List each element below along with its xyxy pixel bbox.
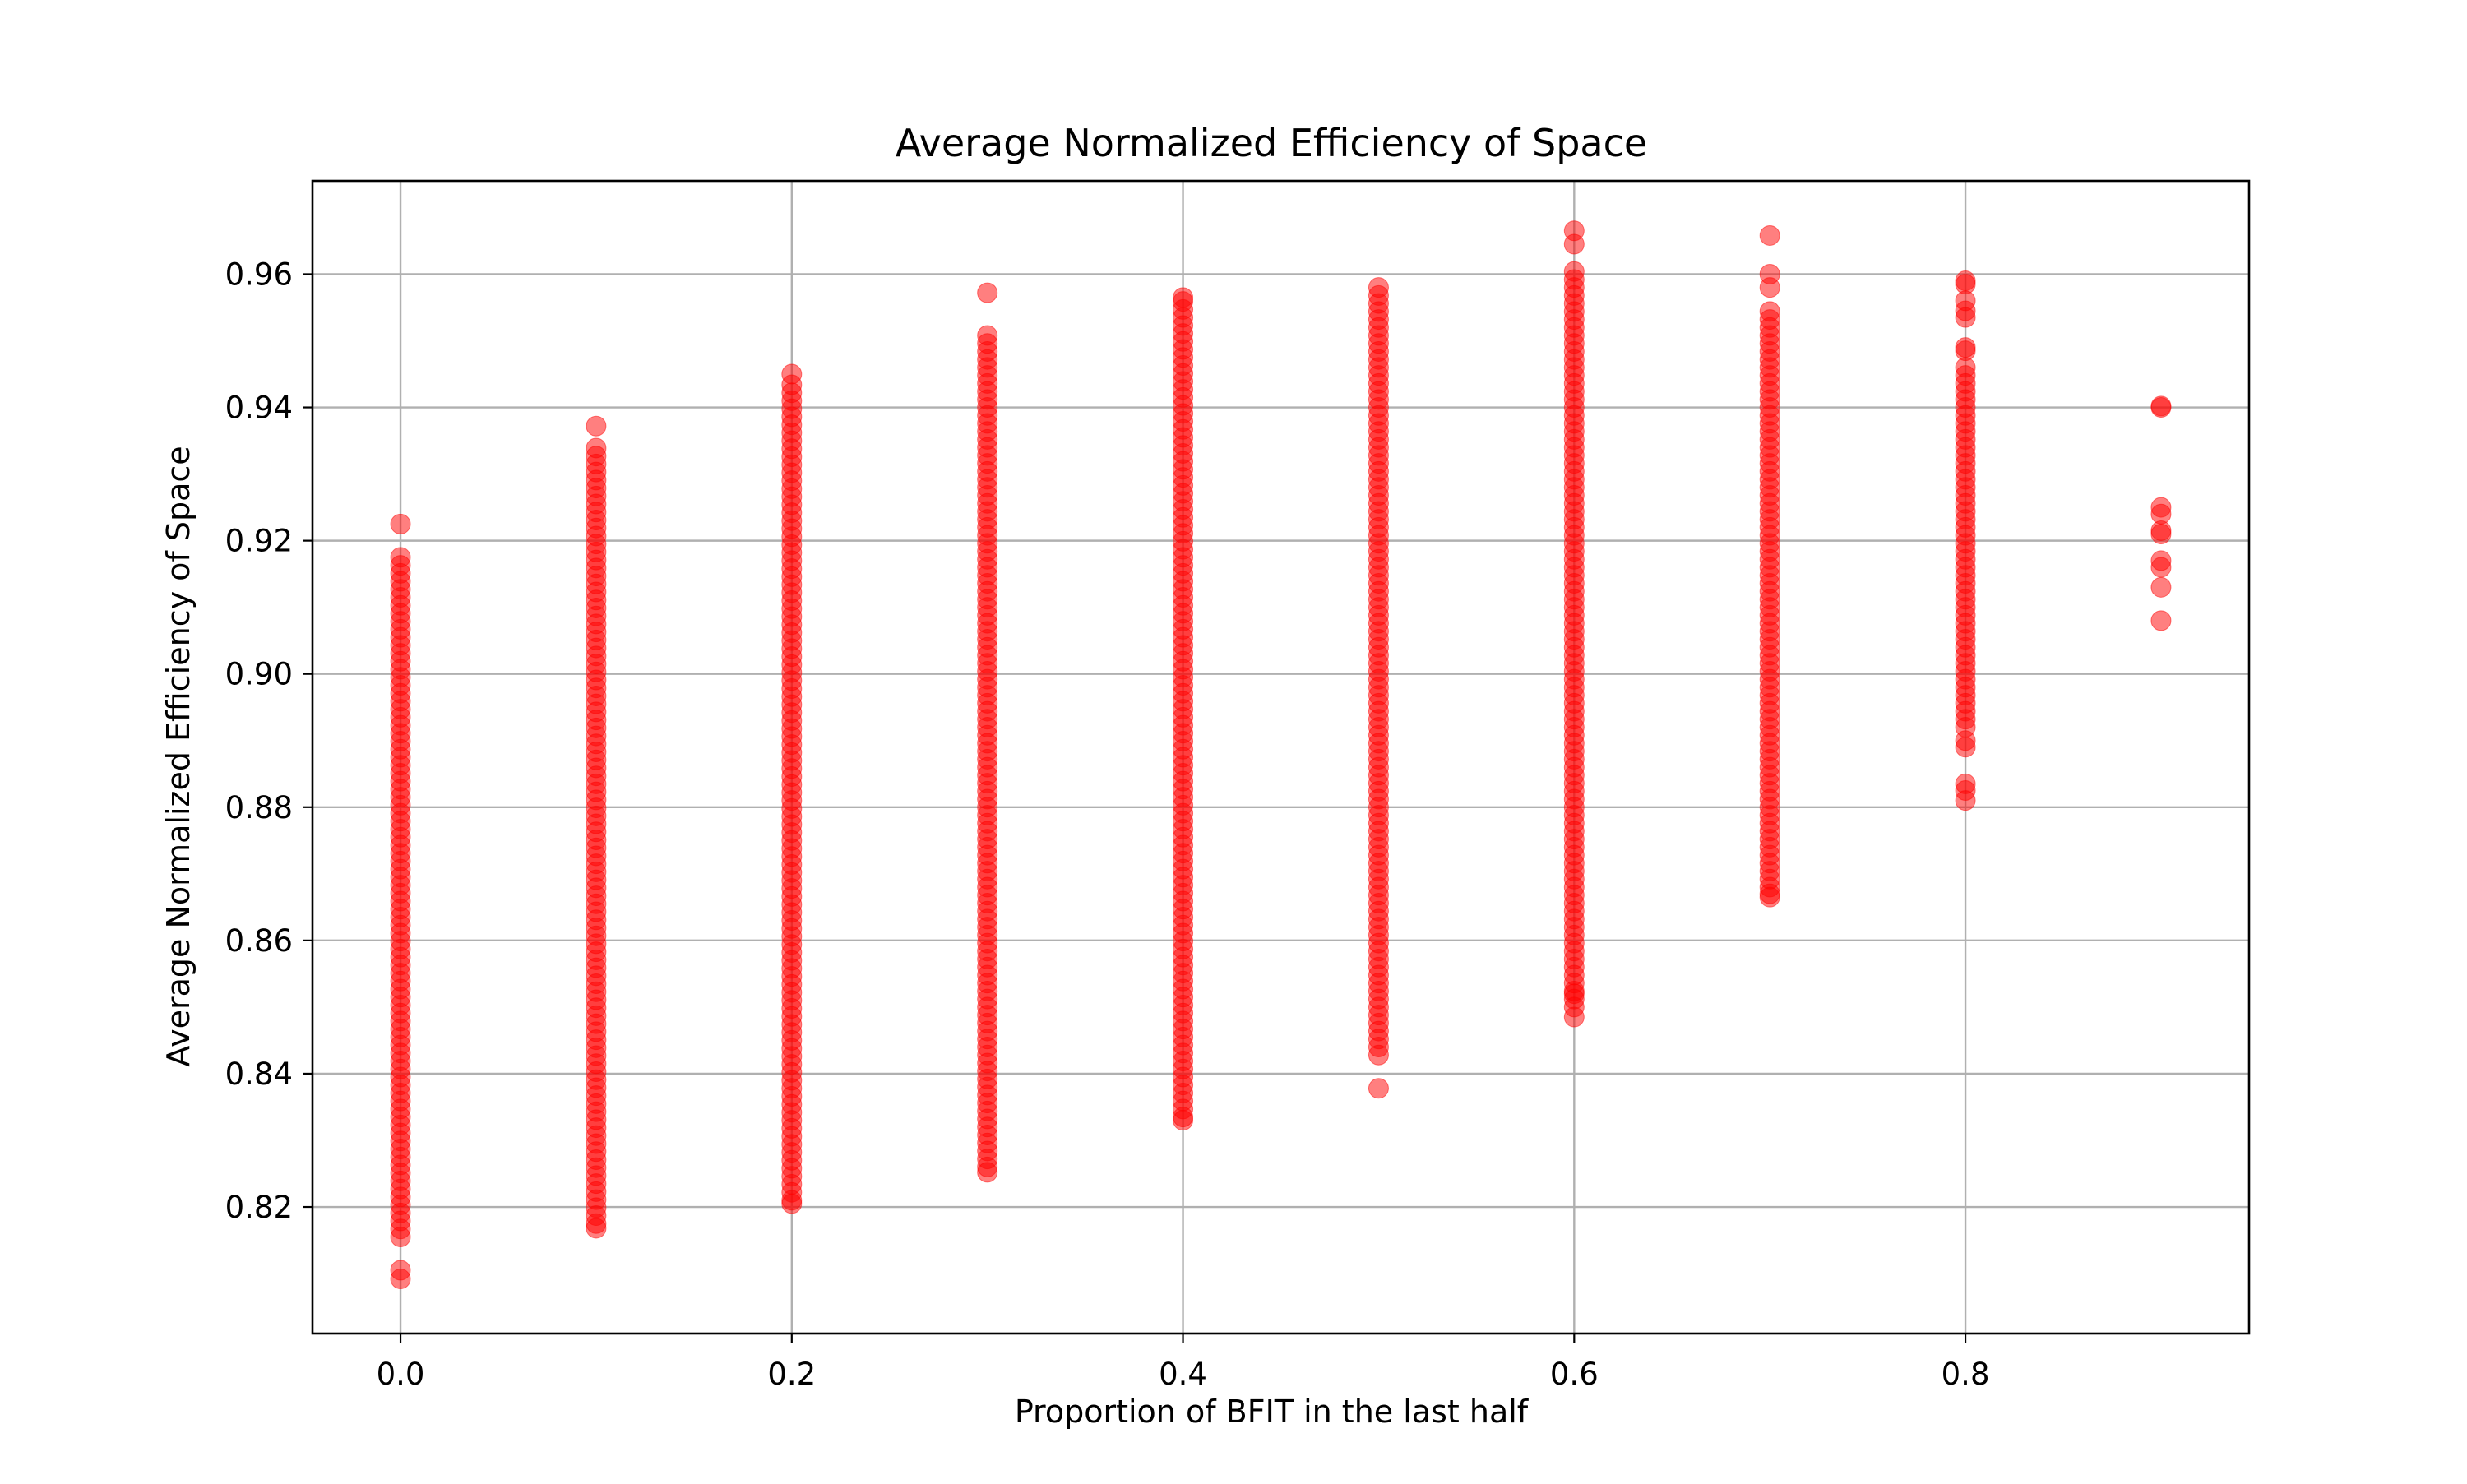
chart-title: Average Normalized Efficiency of Space [896, 121, 1647, 165]
y-tick-label: 0.88 [225, 790, 293, 825]
data-point [390, 547, 411, 568]
x-tick-label: 0.8 [1942, 1357, 1990, 1392]
data-point [1955, 773, 1976, 794]
data-point [1759, 301, 1780, 322]
data-point [1955, 337, 1976, 358]
data-point [1955, 270, 1976, 292]
data-point [977, 1162, 998, 1183]
data-point [781, 363, 803, 385]
data-point [586, 415, 607, 437]
data-point [781, 1193, 803, 1214]
data-point [2150, 610, 2172, 631]
data-point [1563, 1006, 1585, 1028]
data-point [586, 437, 607, 459]
data-point [1759, 224, 1780, 246]
plot-frame [311, 179, 2251, 1335]
data-point [977, 282, 998, 303]
y-tick-label: 0.86 [225, 923, 293, 959]
points-layer [390, 220, 2172, 1290]
data-point [586, 1218, 607, 1239]
data-point [977, 325, 998, 346]
data-point [1759, 883, 1780, 904]
data-point [1563, 220, 1585, 242]
x-tick-label: 0.2 [767, 1357, 816, 1392]
y-tick-label: 0.96 [225, 257, 293, 292]
data-point [2150, 550, 2172, 571]
x-tick-label: 0.0 [377, 1357, 425, 1392]
y-tick-label: 0.82 [225, 1190, 293, 1225]
data-point [1955, 730, 1976, 751]
data-point [390, 1260, 411, 1281]
data-point [1173, 1110, 1194, 1131]
ticks-layer: 0.0 0.2 0.4 0.6 0.8 0.82 0.84 0.86 0.88 0.90 0.92 0… [225, 257, 1990, 1392]
data-point [1368, 1078, 1389, 1099]
y-tick-label: 0.92 [225, 524, 293, 559]
x-tick-label: 0.6 [1550, 1357, 1599, 1392]
data-point [1759, 263, 1780, 284]
data-point [1173, 287, 1194, 308]
data-point [1368, 1044, 1389, 1066]
y-tick-label: 0.94 [225, 391, 293, 426]
x-tick-label: 0.4 [1159, 1357, 1207, 1392]
data-point [1563, 983, 1585, 1005]
data-point [2150, 576, 2172, 598]
data-point [2150, 395, 2172, 417]
y-axis-label: Average Normalized Efficiency of Space [160, 446, 197, 1066]
x-axis-label: Proportion of BFIT in the last half [1015, 1394, 1530, 1430]
y-tick-label: 0.84 [225, 1056, 293, 1092]
data-point [390, 513, 411, 534]
data-point [2150, 497, 2172, 518]
data-point [1368, 277, 1389, 298]
y-tick-label: 0.90 [225, 657, 293, 692]
data-point [1563, 261, 1585, 282]
